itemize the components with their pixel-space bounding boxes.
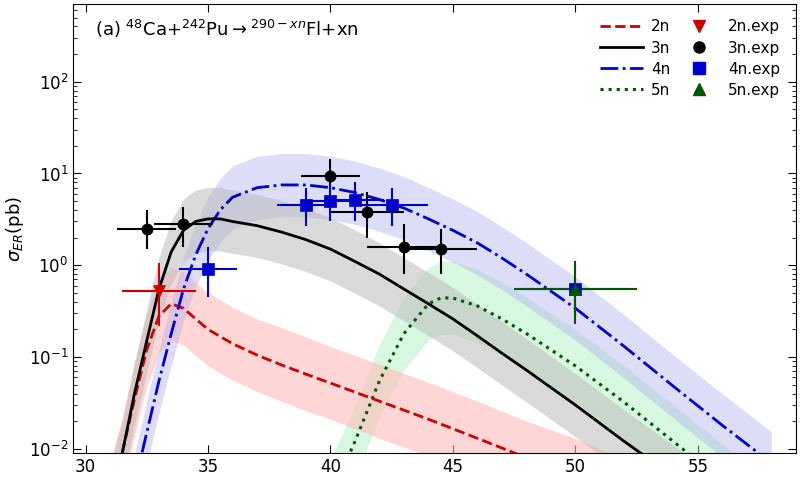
Legend: 2n, 3n, 4n, 5n, 2n.exp, 3n.exp, 4n.exp, 5n.exp: 2n, 3n, 4n, 5n, 2n.exp, 3n.exp, 4n.exp, … xyxy=(593,12,788,106)
Text: (a) $^{48}$Ca+$^{242}$Pu$\rightarrow$$^{290-xn}$Fl+xn: (a) $^{48}$Ca+$^{242}$Pu$\rightarrow$$^{… xyxy=(95,18,358,40)
Y-axis label: $\sigma_{ER}$(pb): $\sigma_{ER}$(pb) xyxy=(4,195,26,262)
